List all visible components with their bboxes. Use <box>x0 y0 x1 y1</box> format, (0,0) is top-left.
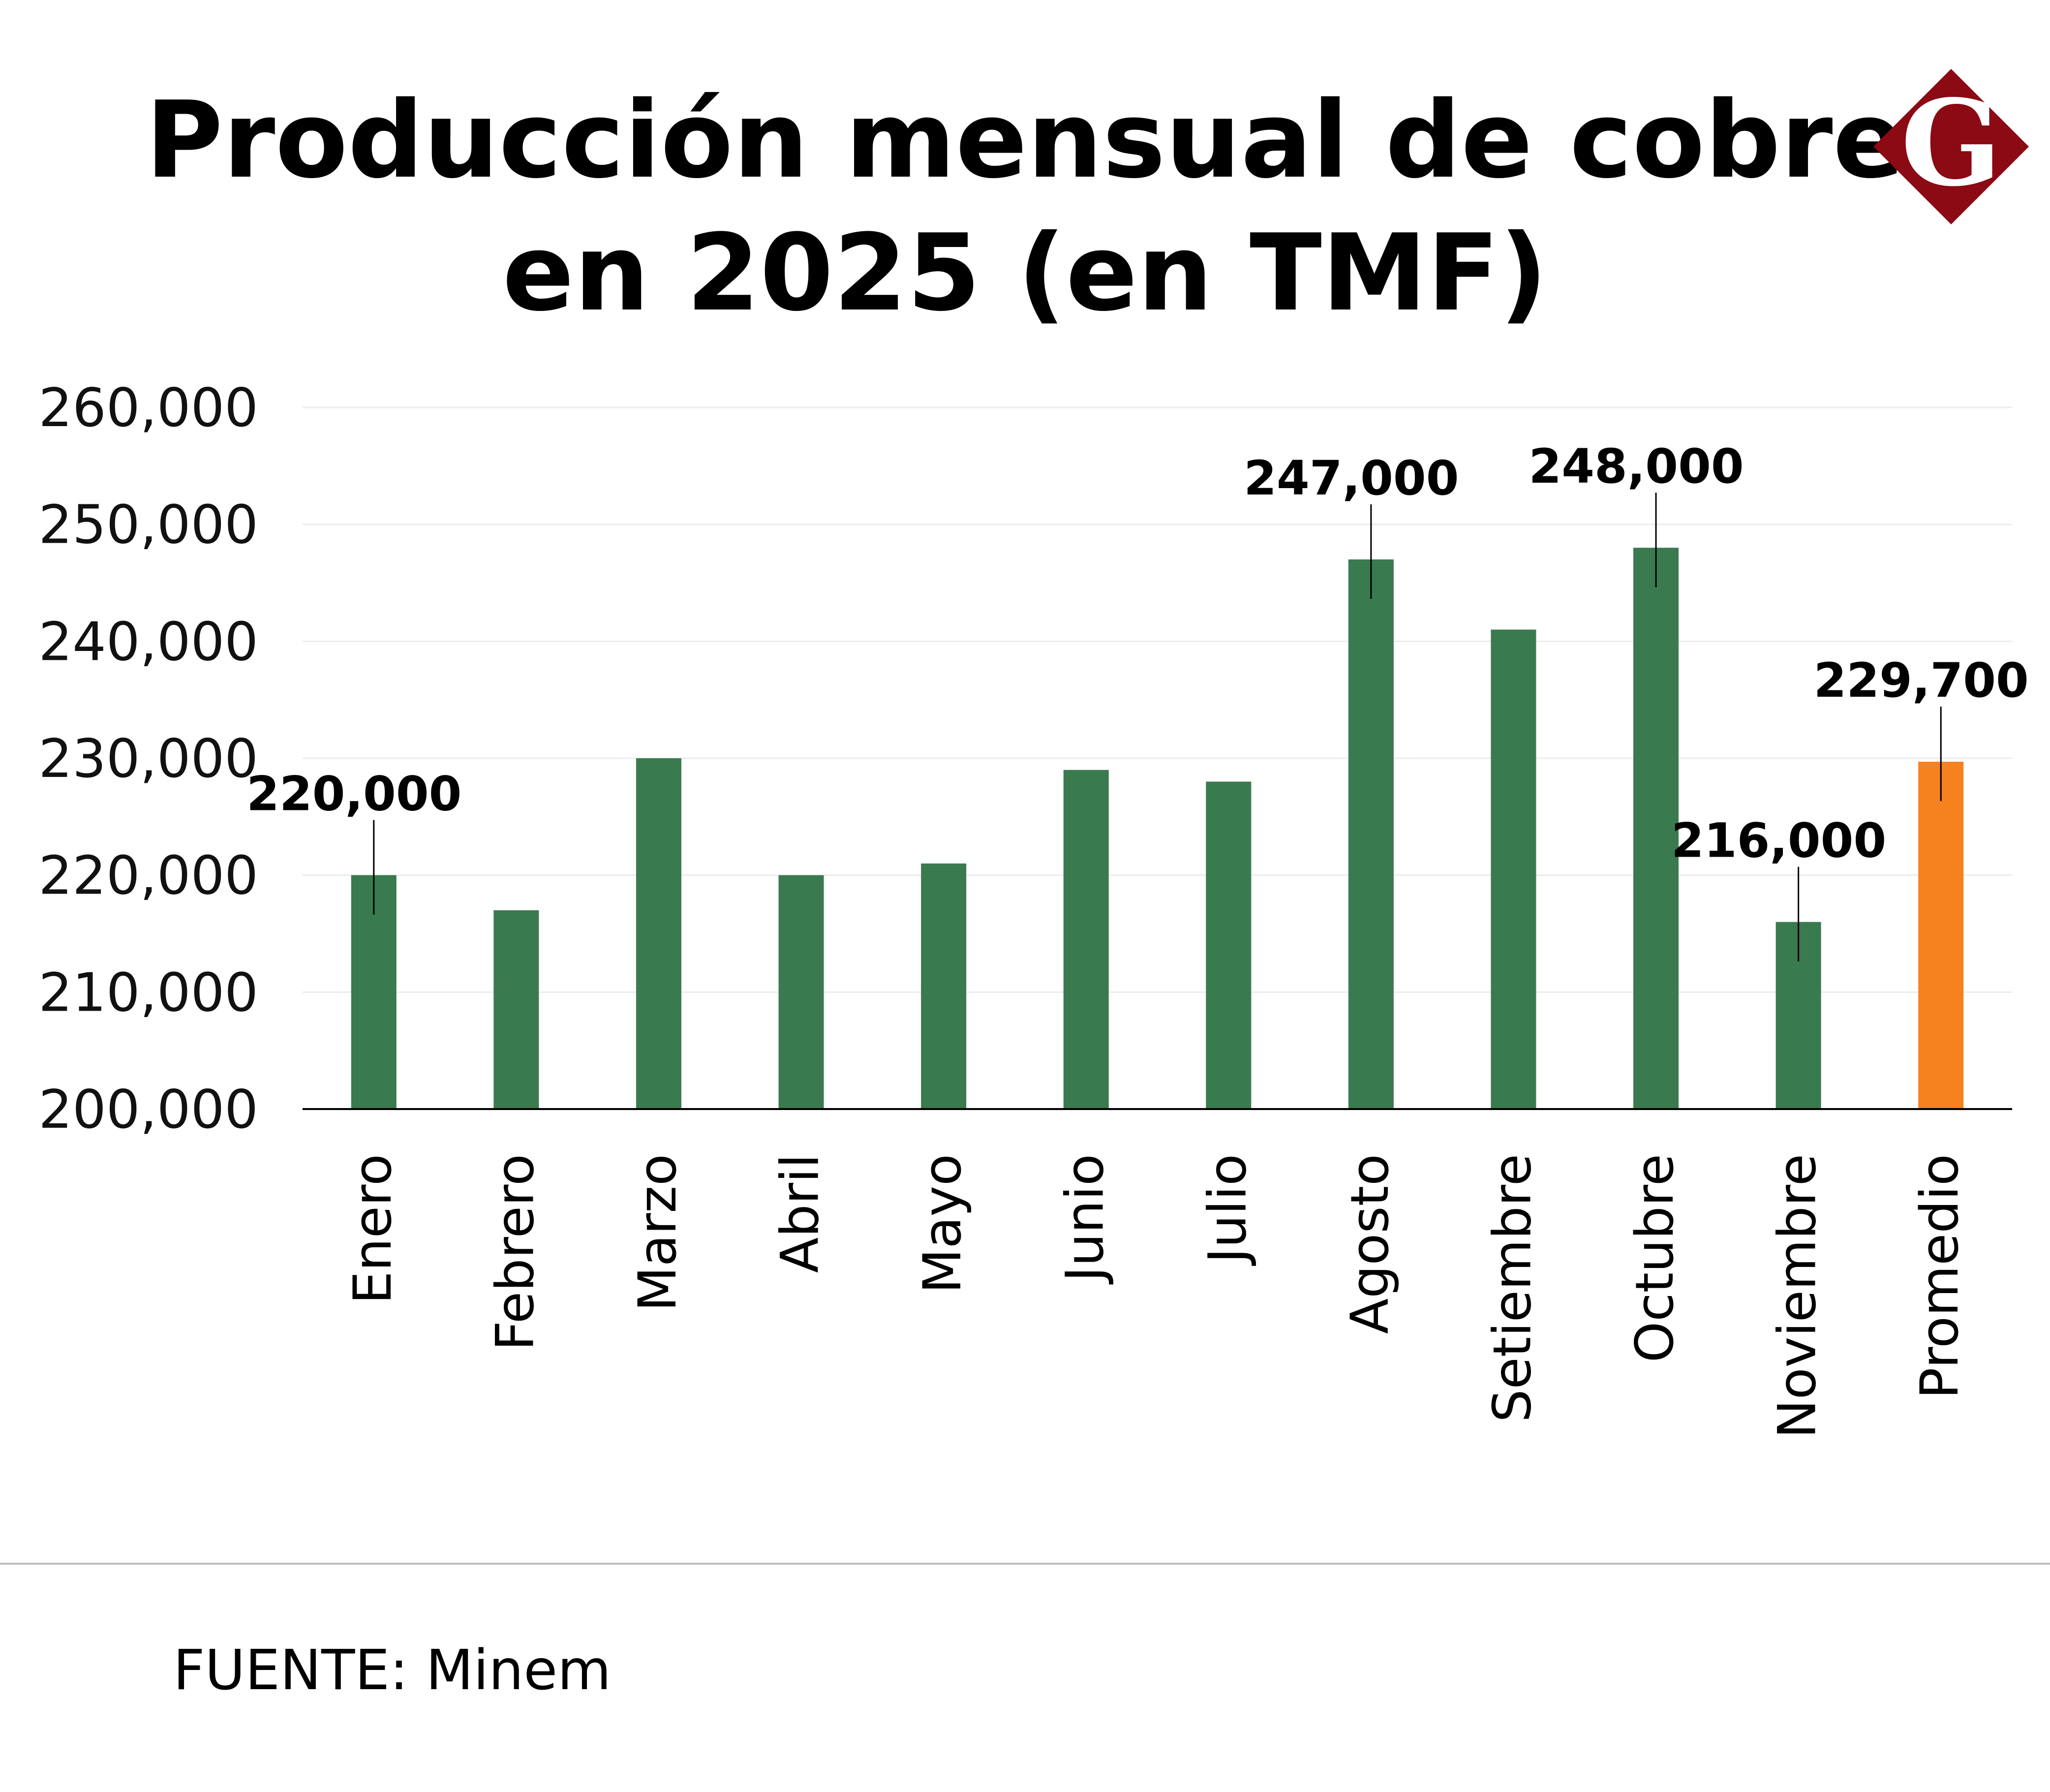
data-labels: 220,000 247,000 248,000 216,000 229,700 <box>246 439 2029 868</box>
x-label-julio: Julio <box>1197 1154 1257 1266</box>
y-tick-label: 200,000 <box>38 1079 258 1141</box>
bar-chart: G 200,000210,000220,000230,000240,000250… <box>38 69 2029 1439</box>
x-label-abril: Abril <box>770 1154 830 1273</box>
bars <box>351 548 1964 1109</box>
logo-diamond <box>1873 69 2029 224</box>
bar-marzo <box>636 758 681 1109</box>
x-label-agosto: Agosto <box>1340 1154 1400 1334</box>
x-label-junio: Junio <box>1055 1154 1115 1285</box>
bar-abril <box>778 875 824 1109</box>
chart-title-line-2: en 2025 (en TMF) <box>502 211 1548 335</box>
bar-agosto <box>1348 559 1394 1109</box>
y-tick-label: 230,000 <box>38 728 258 790</box>
bar-setiembre <box>1491 629 1536 1109</box>
y-tick-label: 220,000 <box>38 845 258 907</box>
annotation-leaders <box>373 493 1942 961</box>
x-label-noviembre: Noviembre <box>1767 1154 1828 1439</box>
x-label-enero: Enero <box>342 1154 403 1304</box>
y-tick-label: 240,000 <box>38 611 258 673</box>
y-tick-label: 260,000 <box>38 377 258 439</box>
gridlines <box>303 406 2012 993</box>
chart-title-line-1: Producción mensual de cobre <box>145 78 1905 202</box>
bar-mayo <box>921 863 967 1109</box>
x-axis-labels: Enero Febrero Marzo Abril Mayo Junio Julio Agos… <box>342 1154 1970 1439</box>
bar-julio <box>1206 781 1252 1109</box>
x-label-febrero: Febrero <box>485 1154 545 1351</box>
bar-febrero <box>493 910 539 1109</box>
publisher-logo: G <box>1873 69 2029 224</box>
bar-promedio <box>1918 762 1964 1109</box>
x-label-marzo: Marzo <box>627 1154 688 1311</box>
data-label-promedio: 229,700 <box>1814 653 2029 708</box>
chart-title: Producción mensual de cobre en 2025 (en … <box>0 74 2050 340</box>
data-label-enero: 220,000 <box>246 767 461 822</box>
x-label-mayo: Mayo <box>912 1154 973 1294</box>
source-note: FUENTE: Minem <box>173 1638 612 1702</box>
x-label-octubre: Octubre <box>1624 1154 1685 1362</box>
data-label-octubre: 248,000 <box>1529 439 1744 494</box>
bar-octubre <box>1633 548 1679 1109</box>
bar-junio <box>1063 770 1109 1109</box>
data-label-noviembre: 216,000 <box>1671 813 1886 868</box>
x-label-promedio: Promedio <box>1909 1154 1970 1399</box>
y-tick-label: 250,000 <box>38 494 258 556</box>
data-label-agosto: 247,000 <box>1244 451 1459 506</box>
logo-letter: G <box>1901 74 2002 213</box>
divider <box>0 1563 2050 1565</box>
x-label-setiembre: Setiembre <box>1482 1154 1542 1422</box>
y-tick-label: 210,000 <box>38 962 258 1023</box>
y-axis-ticks: 200,000 210,000 220,000 230,000 240,000 250,0… <box>38 377 258 1141</box>
